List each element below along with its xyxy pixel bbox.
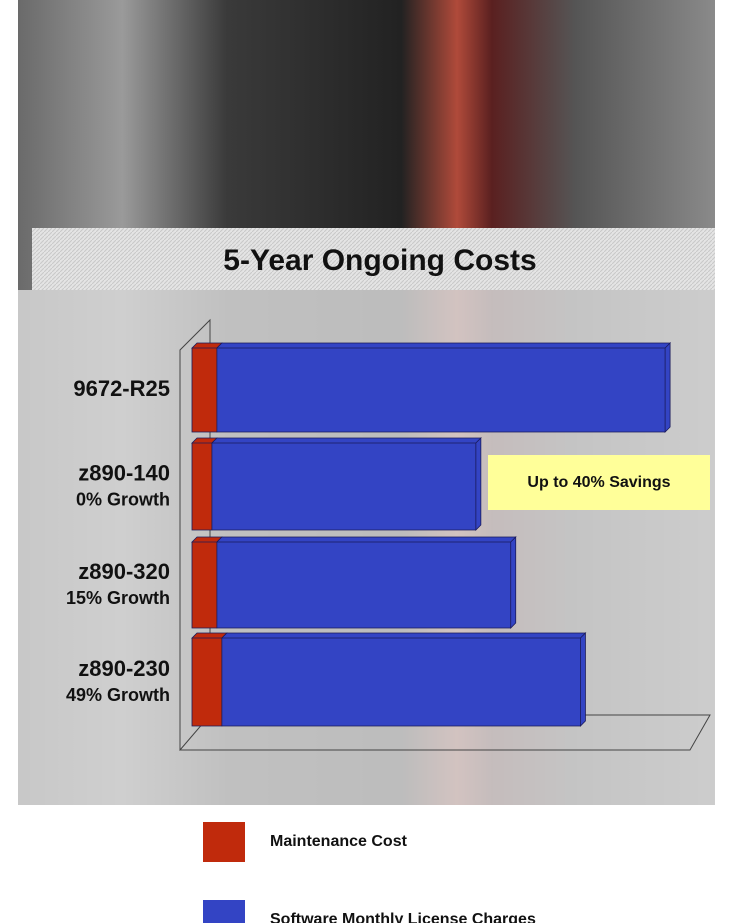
category-label: z890-230 <box>78 656 170 681</box>
category-label: 9672-R25 <box>73 376 170 401</box>
bar-segment <box>222 633 586 726</box>
category-note: 49% Growth <box>66 685 170 705</box>
category-note: 15% Growth <box>66 588 170 608</box>
bar-segment <box>212 438 481 530</box>
page: 5-Year Ongoing Costs Up to 40% Savings 9… <box>0 0 732 923</box>
category-note: 0% Growth <box>76 489 170 509</box>
chart-title: 5-Year Ongoing Costs <box>223 244 536 277</box>
bar-segment <box>217 537 516 628</box>
legend-label: Software Monthly License Charges <box>270 911 536 923</box>
annotation: Up to 40% Savings <box>527 474 670 491</box>
chart: 5-Year Ongoing Costs Up to 40% Savings 9… <box>0 0 732 923</box>
bar-segment <box>217 343 670 432</box>
category-label: z890-140 <box>78 460 170 485</box>
category-label: z890-320 <box>78 559 170 584</box>
legend-label: Maintenance Cost <box>270 833 408 850</box>
legend-swatch <box>203 900 245 923</box>
legend-swatch <box>203 822 245 862</box>
